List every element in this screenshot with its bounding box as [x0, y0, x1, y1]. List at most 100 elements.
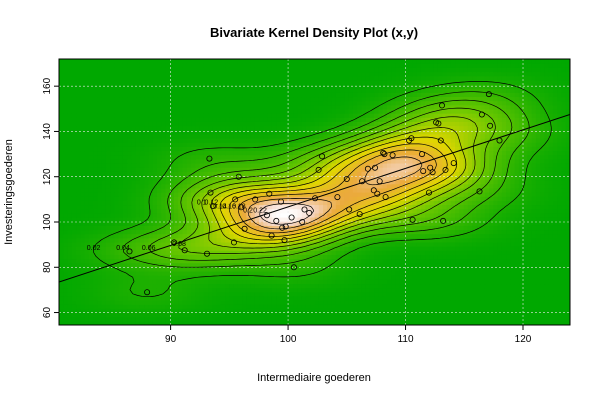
- density-cell: [463, 154, 469, 160]
- density-cell: [437, 183, 443, 189]
- density-cell: [523, 229, 529, 235]
- density-cell: [114, 154, 120, 160]
- density-cell: [105, 196, 111, 201]
- density-cell: [535, 212, 541, 218]
- density-cell: [97, 229, 103, 235]
- density-cell: [178, 196, 184, 201]
- density-cell: [548, 204, 554, 210]
- density-cell: [297, 233, 303, 239]
- density-cell: [323, 221, 328, 226]
- density-cell: [186, 254, 192, 260]
- density-cell: [442, 158, 448, 164]
- density-cell: [318, 275, 324, 280]
- density-cell: [412, 291, 418, 297]
- density-cell: [118, 246, 124, 251]
- density-cell: [237, 266, 243, 272]
- density-cell: [250, 221, 256, 226]
- density-cell: [80, 150, 86, 156]
- density-cell: [467, 187, 473, 193]
- density-cell: [288, 287, 294, 293]
- density-cell: [408, 295, 414, 301]
- density-cell: [76, 200, 81, 206]
- density-cell: [276, 154, 282, 160]
- density-cell: [518, 295, 524, 301]
- density-cell: [489, 279, 494, 285]
- density-cell: [161, 162, 167, 168]
- density-cell: [67, 262, 73, 268]
- density-cell: [446, 287, 452, 293]
- density-cell: [208, 279, 213, 285]
- density-cell: [378, 300, 384, 305]
- density-cell: [510, 216, 516, 222]
- density-cell: [280, 212, 286, 218]
- density-cell: [63, 196, 69, 201]
- density-cell: [369, 158, 375, 164]
- density-cell: [199, 320, 205, 325]
- density-cell: [557, 295, 563, 301]
- density-cell: [531, 250, 537, 255]
- density-cell: [310, 279, 316, 285]
- density-cell: [263, 204, 269, 210]
- density-cell: [195, 179, 201, 185]
- density-cell: [280, 229, 286, 235]
- density-cell: [425, 254, 431, 260]
- density-cell: [276, 204, 282, 210]
- density-cell: [433, 158, 439, 164]
- density-cell: [71, 175, 77, 181]
- density-cell: [169, 162, 175, 168]
- density-cell: [348, 216, 354, 222]
- density-cell: [403, 158, 409, 164]
- density-cell: [489, 316, 494, 322]
- density-cell: [331, 283, 337, 289]
- density-cell: [450, 175, 456, 181]
- density-cell: [131, 262, 137, 268]
- density-cell: [178, 300, 184, 305]
- density-cell: [254, 212, 260, 218]
- density-cell: [271, 258, 277, 264]
- density-cell: [199, 304, 205, 309]
- density-cell: [216, 316, 222, 322]
- density-cell: [305, 183, 311, 189]
- density-cell: [76, 266, 81, 272]
- density-cell: [88, 196, 94, 201]
- density-cell: [76, 183, 81, 189]
- density-cell: [403, 187, 409, 193]
- density-cell: [544, 171, 550, 176]
- density-cell: [301, 183, 307, 189]
- density-cell: [331, 162, 337, 168]
- density-cell: [182, 295, 188, 301]
- density-cell: [229, 304, 235, 309]
- density-cell: [540, 154, 546, 160]
- density-cell: [450, 200, 456, 206]
- density-cell: [297, 304, 303, 309]
- density-cell: [557, 287, 563, 293]
- density-cell: [93, 204, 98, 210]
- density-cell: [548, 312, 554, 318]
- density-cell: [237, 291, 243, 297]
- density-cell: [565, 275, 570, 280]
- density-cell: [425, 167, 431, 172]
- density-cell: [361, 187, 367, 193]
- density-cell: [514, 237, 520, 243]
- density-cell: [233, 200, 239, 206]
- density-cell: [114, 158, 120, 164]
- density-cell: [203, 295, 209, 301]
- density-cell: [493, 258, 499, 264]
- density-cell: [208, 237, 213, 243]
- density-cell: [165, 254, 171, 260]
- density-cell: [93, 229, 98, 235]
- density-cell: [127, 229, 132, 235]
- density-cell: [548, 221, 554, 226]
- density-cell: [348, 229, 354, 235]
- density-cell: [391, 312, 397, 318]
- density-cell: [514, 241, 520, 247]
- density-cell: [267, 212, 273, 218]
- density-cell: [122, 237, 128, 243]
- density-cell: [527, 287, 533, 293]
- density-cell: [225, 279, 230, 285]
- density-cell: [335, 287, 341, 293]
- density-cell: [182, 175, 188, 181]
- density-cell: [114, 237, 120, 243]
- density-cell: [463, 175, 469, 181]
- density-cell: [212, 291, 218, 297]
